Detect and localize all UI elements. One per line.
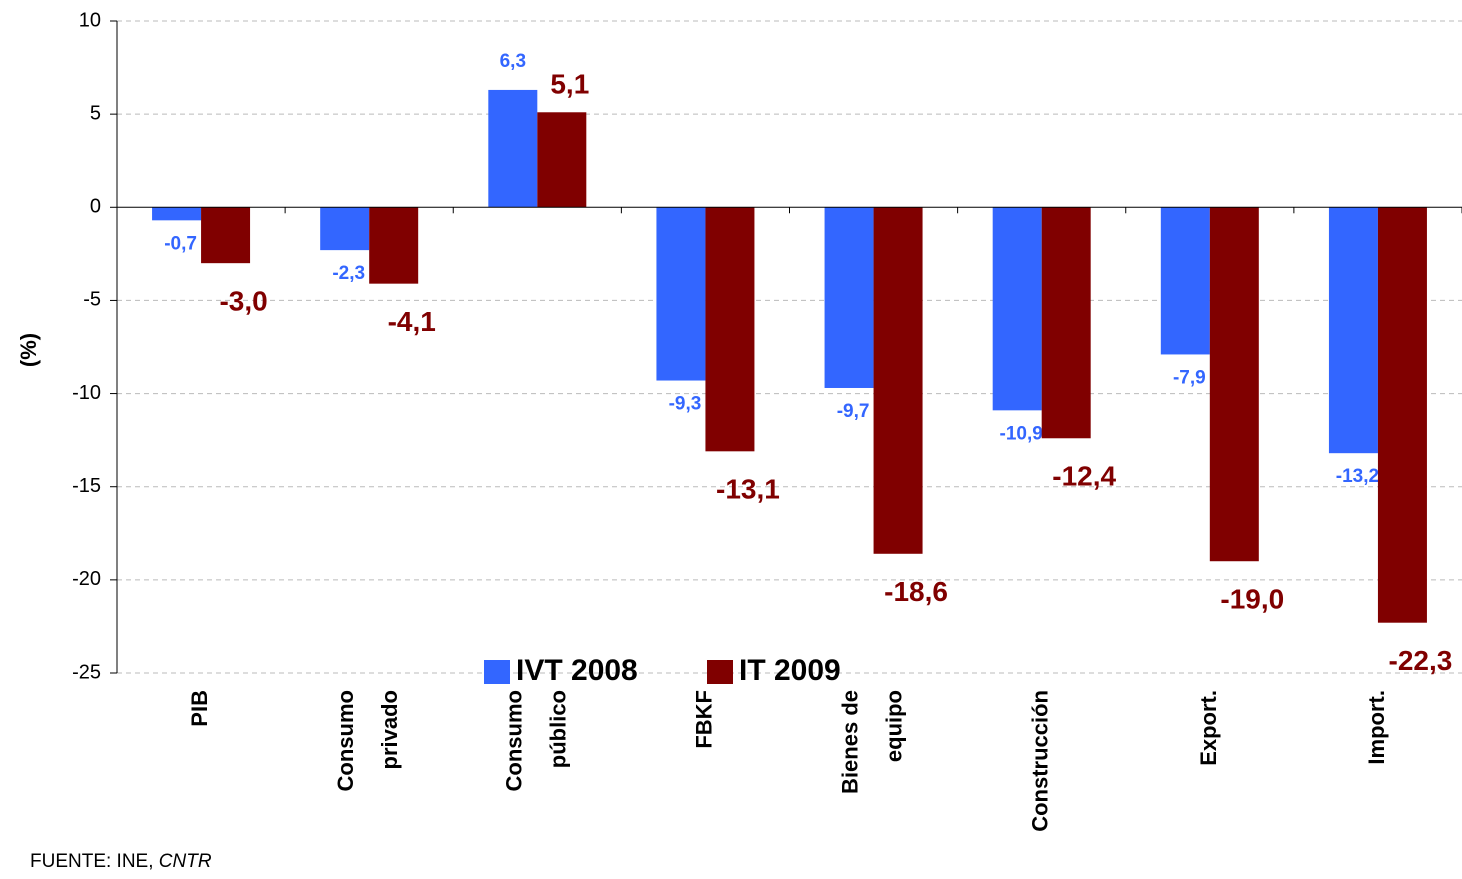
bar <box>537 112 587 208</box>
source-text: FUENTE: INE, <box>30 851 154 872</box>
x-tick-label: FBKF <box>691 690 716 749</box>
bar <box>656 207 706 381</box>
y-tick-label: -15 <box>72 475 101 497</box>
x-tick-label-line: PIB <box>187 690 212 727</box>
x-tick-label-line: Export. <box>1196 690 1221 766</box>
x-tick-label: Consumo público <box>501 690 570 791</box>
legend-label: IT 2009 <box>739 654 841 687</box>
bar <box>201 207 251 264</box>
y-tick-label: 0 <box>90 196 101 218</box>
x-tick-label: PIB <box>187 690 212 727</box>
x-tick-label: Construcción <box>1028 690 1053 832</box>
bar <box>1209 207 1259 562</box>
y-tick-label: -10 <box>72 382 101 404</box>
bar <box>1160 207 1210 355</box>
data-label: 6,3 <box>500 51 526 72</box>
data-label: 5,1 <box>550 69 589 100</box>
x-tick-label: Consumo privado <box>333 690 402 791</box>
x-tick-label-line: Consumo <box>333 690 358 791</box>
x-tick-label-line: Construcción <box>1028 690 1053 832</box>
data-label: -9,3 <box>669 394 702 415</box>
x-tick-label-line: Import. <box>1364 690 1389 765</box>
legend-label: IVT 2008 <box>516 654 638 687</box>
bar <box>369 207 419 284</box>
data-label: -13,1 <box>716 474 780 505</box>
bar <box>320 207 370 251</box>
x-tick-label: Export. <box>1196 690 1221 766</box>
bar <box>1041 207 1091 439</box>
x-tick-label: Bienes de equipo <box>837 690 906 794</box>
x-tick-label-line: público <box>545 690 570 768</box>
x-tick-label: Import. <box>1364 690 1389 765</box>
y-tick-label: 10 <box>79 9 101 31</box>
bar <box>1377 207 1427 623</box>
data-label: -0,7 <box>164 233 197 254</box>
x-tick-label-line: Bienes de <box>837 690 862 794</box>
y-tick-label: -20 <box>72 568 101 590</box>
source: FUENTE: INE, CNTR <box>30 851 212 872</box>
bar <box>824 207 874 388</box>
data-label: -18,6 <box>884 576 948 607</box>
bar <box>488 89 538 208</box>
bar <box>992 207 1042 411</box>
data-label: -2,3 <box>332 263 365 284</box>
bar <box>705 207 755 452</box>
data-label: -22,3 <box>1389 645 1453 676</box>
source-italic: CNTR <box>159 851 212 872</box>
x-tick-label-line: privado <box>377 690 402 769</box>
data-label: -12,4 <box>1052 461 1116 492</box>
bar <box>1328 207 1378 454</box>
y-tick-label: -25 <box>72 661 101 683</box>
x-tick-label-line: FBKF <box>691 690 716 749</box>
bar <box>873 207 923 554</box>
x-tick-label-line: Consumo <box>501 690 526 791</box>
data-label: -9,7 <box>837 401 870 422</box>
y-tick-label: 5 <box>90 102 101 124</box>
x-tick-label-line: equipo <box>881 690 906 762</box>
data-label: -4,1 <box>388 306 436 337</box>
legend-swatch <box>707 660 733 684</box>
data-label: -19,0 <box>1220 584 1284 615</box>
legend-swatch <box>484 660 510 684</box>
data-label: -10,9 <box>1000 423 1043 444</box>
data-label: -7,9 <box>1173 367 1206 388</box>
data-label: -13,2 <box>1336 466 1379 487</box>
y-tick-label: -5 <box>83 289 101 311</box>
bar <box>152 207 202 221</box>
data-label: -3,0 <box>219 286 267 317</box>
y-axis-label: (%) <box>16 333 41 367</box>
